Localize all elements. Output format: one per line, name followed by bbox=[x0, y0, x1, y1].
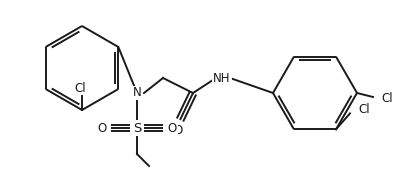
Text: Cl: Cl bbox=[74, 81, 86, 95]
Text: S: S bbox=[133, 122, 141, 134]
Text: Cl: Cl bbox=[358, 103, 370, 116]
Text: O: O bbox=[167, 122, 177, 134]
Text: O: O bbox=[173, 123, 183, 137]
Text: NH: NH bbox=[213, 72, 231, 84]
Text: O: O bbox=[97, 122, 107, 134]
Text: Cl: Cl bbox=[381, 92, 393, 106]
Text: N: N bbox=[133, 87, 141, 99]
